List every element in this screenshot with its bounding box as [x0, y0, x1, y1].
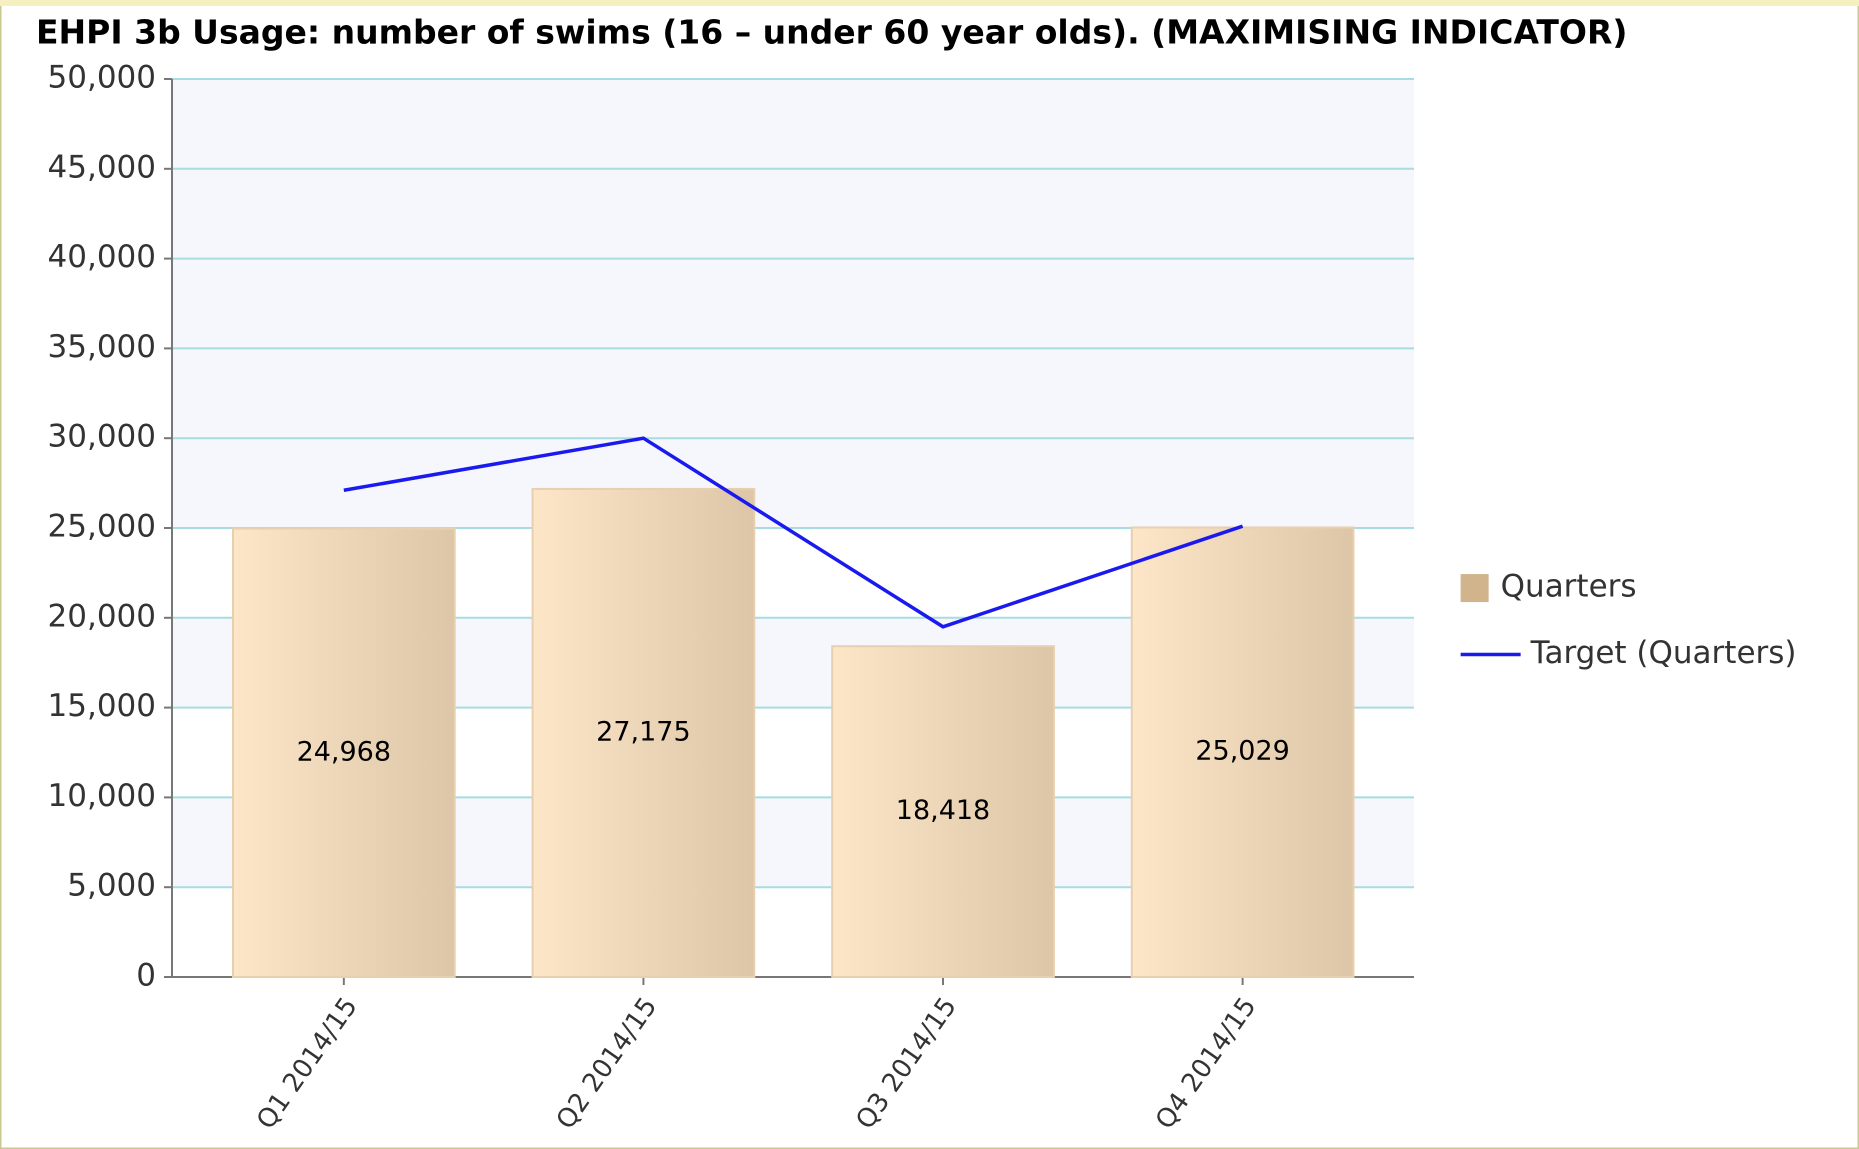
- top-strip: [0, 0, 1859, 6]
- legend-label: Target (Quarters): [1530, 635, 1797, 671]
- bar: [231, 527, 456, 978]
- bar-value-label: 27,175: [596, 716, 690, 747]
- legend-swatch: [1460, 574, 1489, 603]
- bar: [1130, 526, 1355, 979]
- y-tick-label: 5,000: [67, 868, 156, 904]
- bar-value-label: 25,029: [1195, 736, 1289, 767]
- target-line: [343, 436, 1244, 629]
- y-tick-label: 40,000: [48, 239, 156, 275]
- bar: [531, 487, 756, 978]
- plot-band: [172, 348, 1414, 439]
- plot-band: [172, 258, 1414, 349]
- bar: [831, 645, 1055, 978]
- y-tick-label: 45,000: [48, 149, 156, 185]
- y-tick-label: 50,000: [48, 60, 156, 96]
- legend-label: Quarters: [1501, 569, 1637, 605]
- plot-band: [172, 168, 1414, 259]
- y-tick-label: 25,000: [48, 509, 156, 545]
- chart-title: EHPI 3b Usage: number of swims (16 – und…: [36, 13, 1627, 52]
- y-tick-label: 30,000: [48, 419, 156, 455]
- y-tick-label: 20,000: [48, 598, 156, 634]
- y-tick-label: 15,000: [48, 688, 156, 724]
- plot-band: [172, 79, 1414, 169]
- y-tick-label: 35,000: [48, 329, 156, 365]
- y-tick-label: 0: [136, 958, 156, 994]
- plot-band: [172, 438, 1414, 528]
- bar-value-label: 24,968: [297, 736, 391, 767]
- y-tick-label: 10,000: [48, 778, 156, 814]
- bar-value-label: 18,418: [896, 795, 990, 826]
